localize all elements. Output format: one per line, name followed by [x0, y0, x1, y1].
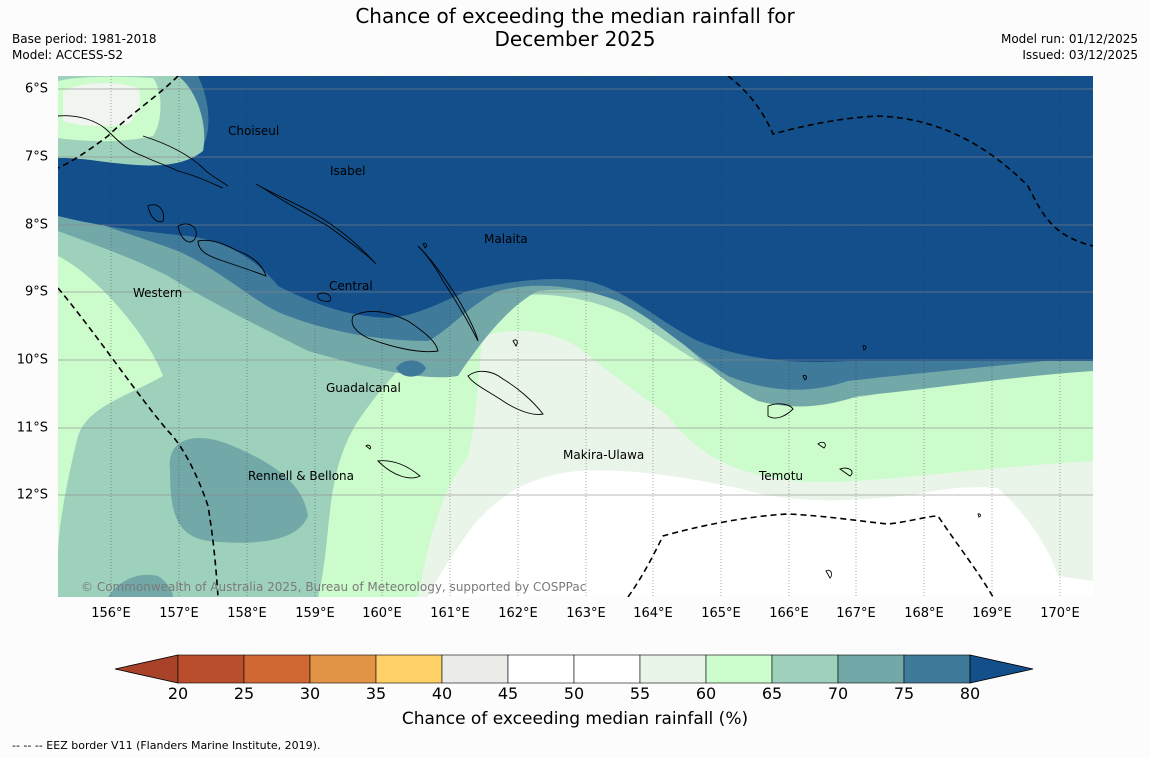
colorbar-segment-65-70: [771, 654, 839, 684]
lat-label-11s: 11°S: [16, 420, 48, 436]
cbar-tick-60: 60: [695, 684, 717, 703]
cbar-tick-55: 55: [629, 684, 651, 703]
lon-label-166e: 166°E: [769, 606, 809, 621]
label-choiseul: Choiseul: [228, 124, 279, 138]
contour-guadalcanal-patch: [396, 360, 426, 377]
lon-label-156e: 156°E: [91, 606, 131, 621]
lon-label-170e: 170°E: [1040, 606, 1080, 621]
contour-70-75-corner: [108, 574, 173, 597]
colorbar-segment-50-55: [573, 654, 641, 684]
colorbar-segment-45-50: [507, 654, 575, 684]
lon-label-167e: 167°E: [836, 606, 876, 621]
lon-label-157e: 157°E: [159, 606, 199, 621]
lon-label-163e: 163°E: [566, 606, 606, 621]
meta-left: Base period: 1981-2018 Model: ACCESS-S2: [12, 31, 157, 63]
colorbar-over-arrow: [969, 654, 1034, 684]
copyright-text: © Commonwealth of Australia 2025, Bureau…: [81, 580, 586, 594]
label-makira-ulawa: Makira-Ulawa: [563, 448, 644, 462]
base-period-text: Base period: 1981-2018: [12, 32, 157, 46]
eez-borders: [58, 76, 1093, 597]
map-title-line2: December 2025: [494, 27, 656, 51]
lon-label-164e: 164°E: [633, 606, 673, 621]
cbar-tick-25: 25: [233, 684, 255, 703]
latitude-gridlines: [58, 88, 1093, 496]
lat-label-7s: 7°S: [24, 149, 48, 165]
label-guadalcanal: Guadalcanal: [326, 381, 401, 395]
cbar-tick-75: 75: [893, 684, 915, 703]
cbar-tick-80: 80: [959, 684, 981, 703]
cbar-tick-70: 70: [827, 684, 849, 703]
cbar-tick-20: 20: [167, 684, 189, 703]
lon-label-165e: 165°E: [701, 606, 741, 621]
lon-label-161e: 161°E: [430, 606, 470, 621]
cbar-tick-45: 45: [497, 684, 519, 703]
model-text: Model: ACCESS-S2: [12, 48, 124, 62]
lon-label-169e: 169°E: [972, 606, 1012, 621]
label-central: Central: [329, 279, 373, 293]
colorbar: [114, 654, 1034, 684]
cbar-tick-35: 35: [365, 684, 387, 703]
lon-label-158e: 158°E: [227, 606, 267, 621]
lon-label-159e: 159°E: [295, 606, 335, 621]
contour-60-65-southwest: [58, 256, 163, 556]
colorbar-segment-25-30: [243, 654, 311, 684]
cbar-tick-65: 65: [761, 684, 783, 703]
solomon-islands-coastlines: [58, 115, 981, 579]
contour-45-55: [428, 470, 1093, 597]
cbar-tick-30: 30: [299, 684, 321, 703]
colorbar-segment-55-60: [639, 654, 707, 684]
colorbar-under-arrow: [114, 654, 179, 684]
lon-label-160e: 160°E: [362, 606, 402, 621]
eez-footnote: -- -- -- EEZ border V11 (Flanders Marine…: [12, 739, 321, 752]
contour-70-75-rennell: [169, 438, 308, 543]
lat-label-6s: 6°S: [24, 81, 48, 97]
label-malaita: Malaita: [484, 232, 528, 246]
lon-label-168e: 168°E: [904, 606, 944, 621]
lat-label-10s: 10°S: [16, 352, 48, 368]
lat-label-8s: 8°S: [24, 217, 48, 233]
colorbar-title: Chance of exceeding median rainfall (%): [401, 709, 749, 729]
colorbar-segment-40-45: [441, 654, 509, 684]
issued-text: Issued: 03/12/2025: [1022, 48, 1138, 62]
meta-right: Model run: 01/12/2025 Issued: 03/12/2025: [1001, 31, 1138, 63]
map-title-line1: Chance of exceeding the median rainfall …: [355, 4, 795, 28]
label-western: Western: [133, 286, 182, 300]
colorbar-segment-20-25: [177, 654, 245, 684]
cbar-tick-40: 40: [431, 684, 453, 703]
colorbar-segment-60-65: [705, 654, 773, 684]
lat-label-12s: 12°S: [16, 487, 48, 503]
contour-80-plus: [58, 76, 1093, 362]
colorbar-segment-30-35: [309, 654, 377, 684]
colorbar-segment-75-80: [903, 654, 971, 684]
label-rennell-bellona: Rennell & Bellona: [248, 469, 354, 483]
model-run-text: Model run: 01/12/2025: [1000, 32, 1138, 46]
cbar-tick-50: 50: [563, 684, 585, 703]
lat-label-9s: 9°S: [24, 284, 48, 300]
label-isabel: Isabel: [330, 164, 365, 178]
label-temotu: Temotu: [758, 469, 803, 483]
lon-label-162e: 162°E: [498, 606, 538, 621]
colorbar-segment-35-40: [375, 654, 443, 684]
contour-northwest-white: [63, 83, 140, 127]
rainfall-map: Choiseul Isabel Malaita Central Western …: [58, 76, 1093, 597]
colorbar-segment-70-75: [837, 654, 905, 684]
